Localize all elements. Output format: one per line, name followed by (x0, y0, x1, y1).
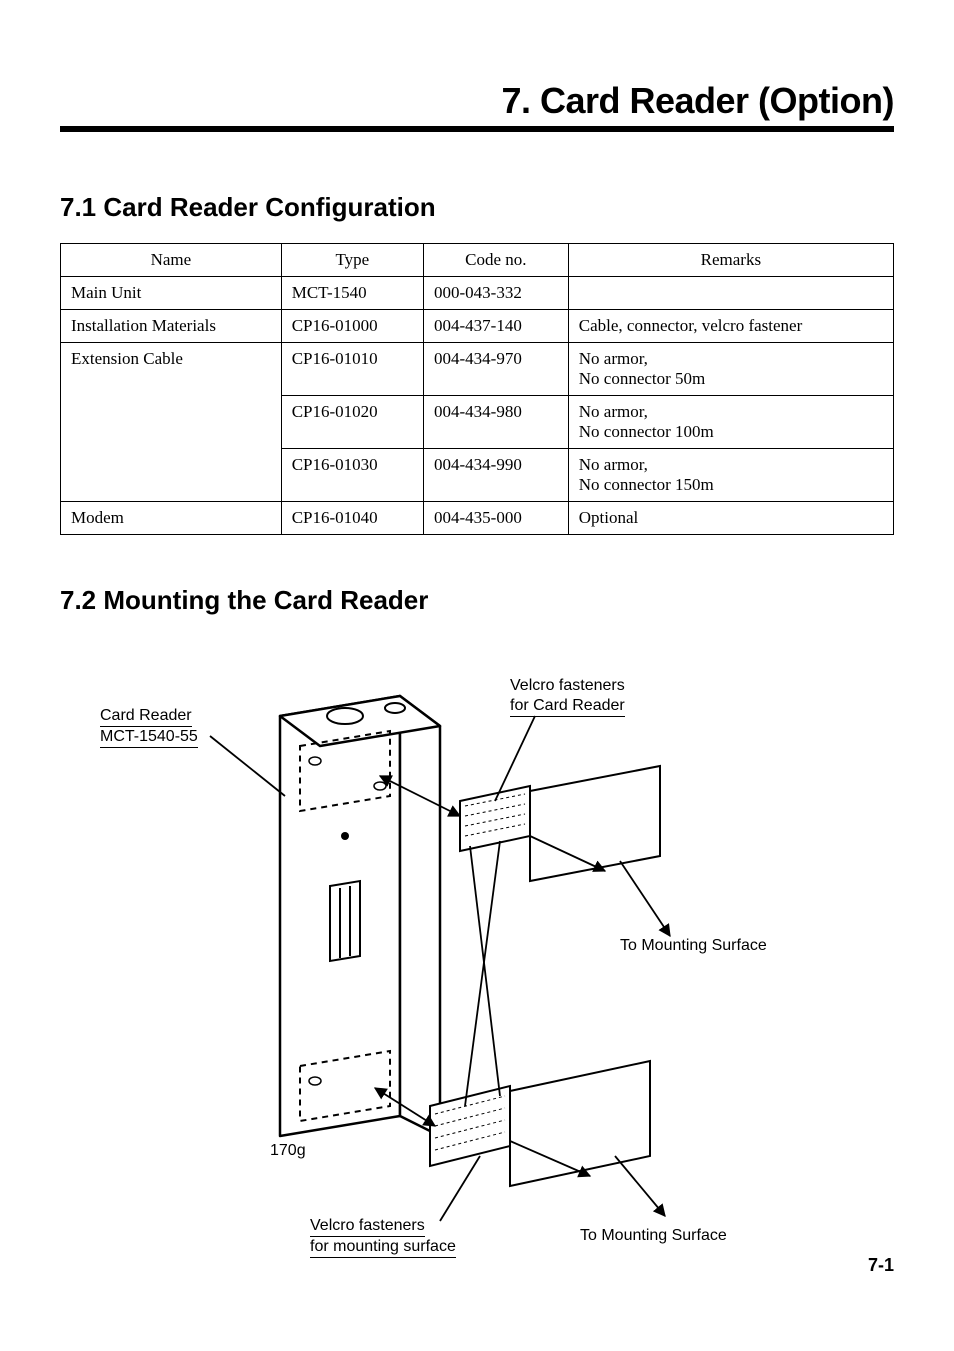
cell-name: Installation Materials (61, 310, 282, 343)
cell-type: CP16-01020 (281, 396, 423, 449)
cell-code: 004-435-000 (424, 502, 569, 535)
mounting-figure: Card Reader MCT-1540-55 Velcro fasteners… (60, 636, 894, 1276)
cell-code: 004-434-970 (424, 343, 569, 396)
table-row: Main Unit MCT-1540 000-043-332 (61, 277, 894, 310)
cell-type: MCT-1540 (281, 277, 423, 310)
cell-code: 004-434-980 (424, 396, 569, 449)
col-code: Code no. (424, 244, 569, 277)
cell-code: 004-437-140 (424, 310, 569, 343)
velcro-surface-label-line1: Velcro fasteners (310, 1216, 425, 1237)
cell-code: 004-434-990 (424, 449, 569, 502)
cell-remarks (568, 277, 893, 310)
velcro-surface-label: Velcro fasteners for mounting surface (310, 1216, 456, 1258)
table-row: Modem CP16-01040 004-435-000 Optional (61, 502, 894, 535)
cell-remarks: No armor, No connector 50m (568, 343, 893, 396)
col-name: Name (61, 244, 282, 277)
card-reader-label-line2: MCT-1540-55 (100, 727, 198, 748)
to-surface-label-2: To Mounting Surface (580, 1226, 727, 1246)
section-7-1-title: 7.1 Card Reader Configuration (60, 192, 894, 223)
cell-name: Extension Cable (61, 343, 282, 502)
card-reader-label: Card Reader MCT-1540-55 (100, 706, 198, 748)
cell-remarks: Cable, connector, velcro fastener (568, 310, 893, 343)
chapter-title: 7. Card Reader (Option) (60, 80, 894, 132)
to-surface-label-1: To Mounting Surface (620, 936, 767, 956)
velcro-reader-label-line1: Velcro fasteners (510, 677, 625, 694)
section-7-2-title: 7.2 Mounting the Card Reader (60, 585, 894, 616)
cell-name: Modem (61, 502, 282, 535)
cell-type: CP16-01010 (281, 343, 423, 396)
velcro-reader-label-line2: for Card Reader (510, 696, 625, 717)
config-table: Name Type Code no. Remarks Main Unit MCT… (60, 243, 894, 535)
cell-code: 000-043-332 (424, 277, 569, 310)
cell-remarks: Optional (568, 502, 893, 535)
cell-remarks: No armor, No connector 150m (568, 449, 893, 502)
cell-name: Main Unit (61, 277, 282, 310)
velcro-reader-label: Velcro fasteners for Card Reader (510, 676, 625, 717)
table-header-row: Name Type Code no. Remarks (61, 244, 894, 277)
weight-label: 170g (270, 1141, 306, 1161)
cell-type: CP16-01040 (281, 502, 423, 535)
col-type: Type (281, 244, 423, 277)
cell-type: CP16-01030 (281, 449, 423, 502)
table-row: Installation Materials CP16-01000 004-43… (61, 310, 894, 343)
page-number: 7-1 (868, 1255, 894, 1276)
card-reader-label-line1: Card Reader (100, 706, 192, 727)
cell-type: CP16-01000 (281, 310, 423, 343)
table-row: Extension Cable CP16-01010 004-434-970 N… (61, 343, 894, 396)
velcro-surface-label-line2: for mounting surface (310, 1237, 456, 1258)
col-remarks: Remarks (568, 244, 893, 277)
cell-remarks: No armor, No connector 100m (568, 396, 893, 449)
